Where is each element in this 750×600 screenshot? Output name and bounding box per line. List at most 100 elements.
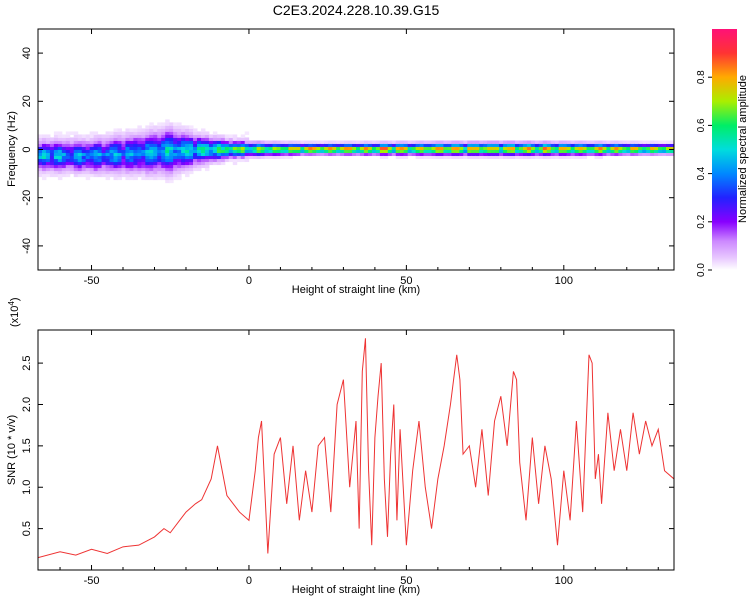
heatmap-cell bbox=[113, 134, 118, 138]
heatmap-cell bbox=[189, 146, 194, 150]
heatmap-cell bbox=[515, 143, 520, 147]
heatmap-cell bbox=[105, 173, 111, 178]
heatmap-cell bbox=[455, 155, 460, 160]
snr-y-label: SNR (10 * v/v) bbox=[6, 415, 18, 485]
heatmap-cell bbox=[427, 152, 433, 157]
heatmap-cell bbox=[296, 140, 301, 144]
heatmap-cell bbox=[38, 137, 43, 141]
heatmap-cell bbox=[562, 155, 568, 160]
heatmap-cell bbox=[73, 152, 79, 157]
heatmap-cell bbox=[212, 152, 218, 157]
heatmap-cell bbox=[248, 155, 254, 160]
heatmap-cell bbox=[240, 134, 246, 138]
heatmap-cell bbox=[336, 149, 341, 154]
heatmap-cell bbox=[590, 146, 595, 150]
heatmap-cell bbox=[69, 149, 75, 154]
heatmap-cell bbox=[89, 170, 95, 175]
heatmap-cell bbox=[622, 143, 627, 147]
heatmap-cell bbox=[45, 140, 51, 144]
heatmap-cell bbox=[546, 146, 552, 150]
heatmap-cell bbox=[89, 137, 95, 141]
heatmap-cell bbox=[149, 131, 154, 135]
heatmap-cell bbox=[300, 146, 305, 150]
heatmap-cell bbox=[459, 140, 464, 144]
heatmap-cell bbox=[145, 176, 150, 181]
heatmap-cell bbox=[81, 155, 87, 160]
heatmap-cell bbox=[53, 173, 59, 178]
heatmap-cell bbox=[169, 131, 174, 135]
heatmap-cell bbox=[85, 173, 91, 178]
heatmap-cell bbox=[165, 134, 170, 138]
heatmap-cell bbox=[554, 140, 560, 144]
heatmap-cell bbox=[61, 155, 67, 160]
heatmap-cell bbox=[220, 161, 226, 166]
heatmap-cell bbox=[511, 140, 516, 144]
heatmap-cell bbox=[141, 155, 146, 160]
heatmap-cell bbox=[85, 158, 91, 163]
heatmap-cell bbox=[169, 152, 174, 157]
heatmap-cell bbox=[189, 125, 194, 129]
heatmap-cell bbox=[149, 155, 154, 160]
heatmap-cell bbox=[658, 140, 663, 144]
heatmap-cell bbox=[41, 173, 47, 178]
heatmap-cell bbox=[606, 149, 611, 154]
heatmap-cell bbox=[73, 149, 79, 154]
heatmap-cell bbox=[594, 152, 599, 157]
heatmap-cell bbox=[212, 143, 218, 147]
heatmap-cell bbox=[41, 149, 47, 154]
heatmap-cell bbox=[101, 164, 107, 169]
heatmap-cell bbox=[650, 146, 655, 150]
heatmap-cell bbox=[93, 134, 99, 138]
heatmap-cell bbox=[161, 176, 166, 181]
heatmap-cell bbox=[367, 149, 373, 154]
heatmap-cell bbox=[220, 158, 226, 163]
heatmap-cell bbox=[105, 161, 111, 166]
heatmap-cell bbox=[193, 155, 198, 160]
heatmap-cell bbox=[308, 149, 313, 154]
heatmap-cell bbox=[419, 155, 425, 160]
heatmap-cell bbox=[57, 146, 63, 150]
heatmap-cell bbox=[97, 134, 103, 138]
heatmap-cell bbox=[538, 149, 544, 154]
heatmap-cell bbox=[165, 158, 170, 163]
heatmap-cell bbox=[435, 140, 440, 144]
heatmap-cell bbox=[511, 143, 516, 147]
heatmap-cell bbox=[387, 152, 393, 157]
heatmap-cell bbox=[666, 146, 671, 150]
heatmap-cell bbox=[479, 143, 484, 147]
heatmap-cell bbox=[129, 158, 134, 163]
heatmap-cell bbox=[550, 155, 556, 160]
heatmap-cell bbox=[276, 140, 281, 144]
heatmap-cell bbox=[570, 140, 576, 144]
heatmap-cell bbox=[487, 152, 492, 157]
heatmap-cell bbox=[117, 176, 122, 181]
heatmap-cell bbox=[85, 143, 91, 147]
heatmap-cell bbox=[165, 119, 170, 123]
heatmap-cell bbox=[419, 152, 425, 157]
heatmap-cell bbox=[344, 143, 349, 147]
heatmap-cell bbox=[495, 152, 500, 157]
heatmap-cell bbox=[153, 143, 158, 147]
heatmap-cell bbox=[133, 152, 138, 157]
heatmap-cell bbox=[145, 140, 150, 144]
heatmap-cell bbox=[252, 149, 258, 154]
heatmap-cell bbox=[367, 143, 373, 147]
heatmap-cell bbox=[145, 170, 150, 175]
heatmap-cell bbox=[161, 155, 166, 160]
heatmap-cell bbox=[407, 140, 413, 144]
heatmap-cell bbox=[272, 149, 277, 154]
heatmap-cell bbox=[149, 134, 154, 138]
heatmap-cell bbox=[193, 137, 198, 141]
heatmap-cell bbox=[471, 152, 476, 157]
heatmap-cell bbox=[352, 152, 357, 157]
snr-multiplier: (x104) bbox=[7, 297, 21, 327]
heatmap-cell bbox=[197, 140, 202, 144]
heatmap-cell bbox=[133, 128, 138, 132]
heatmap-cell bbox=[475, 149, 480, 154]
heatmap-cell bbox=[558, 140, 564, 144]
heatmap-cell bbox=[336, 146, 341, 150]
heatmap-cell bbox=[53, 155, 59, 160]
heatmap-cell bbox=[161, 146, 166, 150]
heatmap-cell bbox=[212, 134, 218, 138]
heatmap-cell bbox=[165, 146, 170, 150]
